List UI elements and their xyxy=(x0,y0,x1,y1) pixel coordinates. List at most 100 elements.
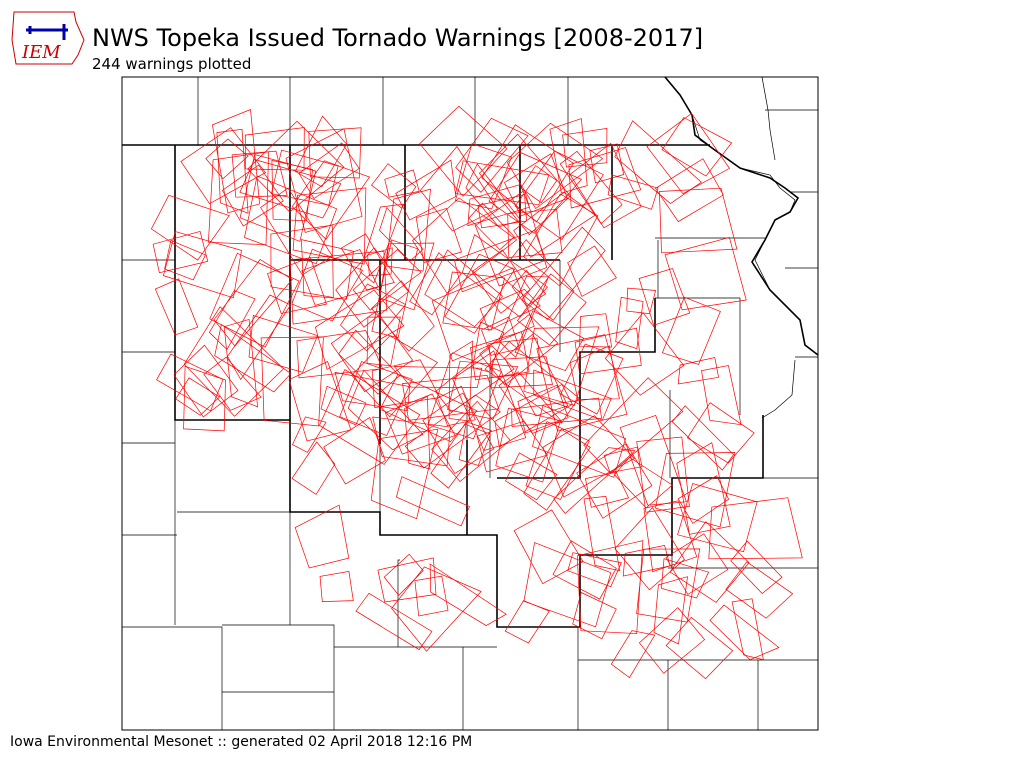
warning-polygon xyxy=(164,239,206,281)
warning-polygon xyxy=(292,187,367,265)
warning-polygon xyxy=(183,306,285,417)
warning-polygon xyxy=(351,335,438,418)
warning-polygon xyxy=(370,428,439,520)
warning-polygon xyxy=(521,226,606,320)
warning-polygon xyxy=(175,377,221,416)
warning-polygon xyxy=(289,250,388,325)
warning-polygon xyxy=(488,337,543,378)
warning-polygon xyxy=(472,321,505,373)
warning-polygon xyxy=(615,296,644,350)
warning-polygon xyxy=(183,365,226,432)
warning-polygon xyxy=(574,327,642,375)
warning-polygon xyxy=(371,359,441,409)
warning-polygon xyxy=(296,330,384,379)
warning-polygon xyxy=(458,423,491,466)
warning-polygon xyxy=(318,369,421,465)
warning-polygon xyxy=(589,143,625,184)
warning-polygon xyxy=(352,249,422,311)
warning-polygon xyxy=(701,365,742,426)
warning-polygon xyxy=(567,245,617,297)
warning-polygon xyxy=(340,233,395,291)
warning-polygon xyxy=(371,163,417,209)
warning-polygon xyxy=(523,428,591,511)
county-lines xyxy=(122,76,819,730)
warning-polygon xyxy=(216,128,249,214)
warning-polygon xyxy=(239,154,317,242)
warning-polygon xyxy=(471,249,531,314)
warning-polygon xyxy=(569,142,642,229)
warning-polygon xyxy=(383,553,424,596)
warning-polygon xyxy=(686,402,755,464)
warning-polygon xyxy=(154,278,199,336)
warning-polygon xyxy=(655,158,724,223)
warning-polygon xyxy=(291,160,371,240)
warning-polygon xyxy=(504,153,568,217)
warning-polygon xyxy=(203,356,262,411)
warning-polygon xyxy=(395,476,470,527)
warning-polygon xyxy=(638,607,706,674)
warning-polygon xyxy=(404,394,502,469)
warning-polygon xyxy=(429,563,507,627)
warning-polygon xyxy=(572,592,617,640)
warning-polygon xyxy=(401,375,500,421)
warning-polygon xyxy=(320,385,367,426)
warning-polygon xyxy=(505,452,558,501)
warning-polygon xyxy=(366,316,401,367)
warning-polygon xyxy=(156,353,224,412)
warning-polygon xyxy=(395,159,457,221)
warning-polygon xyxy=(523,326,600,406)
warning-polygon xyxy=(552,540,617,600)
warning-polygon xyxy=(367,247,393,277)
warning-polygon xyxy=(636,548,701,623)
warning-polygon xyxy=(504,600,550,644)
warning-polygon xyxy=(664,236,747,311)
warning-polygon xyxy=(271,159,313,222)
warning-polygon xyxy=(455,117,529,193)
warning-polygon xyxy=(260,336,324,427)
logo: IEM xyxy=(11,11,85,65)
warning-polygon xyxy=(532,405,627,478)
warning-polygon xyxy=(323,416,386,485)
warning-polygon xyxy=(708,497,803,560)
warning-polygon xyxy=(152,230,209,274)
warning-polygon xyxy=(419,105,508,197)
warning-polygon xyxy=(603,446,643,473)
warning-polygon xyxy=(208,290,256,351)
warning-polygon xyxy=(643,500,698,573)
warning-polygon xyxy=(610,630,656,679)
warning-polygon xyxy=(484,341,580,424)
warning-polygon xyxy=(709,604,780,661)
warning-polygon xyxy=(583,377,684,474)
warning-polygon xyxy=(725,561,794,619)
warning-polygon xyxy=(498,239,575,321)
warning-polygon xyxy=(453,229,547,293)
subtitle: 244 warnings plotted xyxy=(92,55,251,73)
warning-polygon xyxy=(214,323,292,393)
warning-polygon xyxy=(520,165,558,204)
warning-polygon xyxy=(355,592,433,651)
warning-polygon xyxy=(455,160,550,206)
warning-polygon xyxy=(391,566,482,652)
warning-polygon xyxy=(308,127,362,179)
warning-polygon xyxy=(479,288,541,331)
warning-polygon xyxy=(513,509,584,585)
warning-polygon xyxy=(638,268,691,326)
warning-polygon xyxy=(661,117,733,177)
warning-polygon xyxy=(614,120,702,204)
warning-polygon xyxy=(335,247,409,328)
warning-polygon xyxy=(231,150,288,198)
warning-polygon xyxy=(498,275,550,358)
map-frame xyxy=(121,76,819,731)
warning-polygon xyxy=(430,421,492,489)
warning-polygon xyxy=(614,507,685,591)
warning-polygon xyxy=(384,393,456,455)
warning-polygon xyxy=(488,152,582,234)
warning-polygon xyxy=(507,208,563,258)
warning-polygon xyxy=(291,248,364,322)
warning-polygon xyxy=(419,145,498,232)
warning-polygon xyxy=(291,441,336,495)
warning-polygon xyxy=(619,414,687,506)
warning-polygon xyxy=(731,598,764,661)
